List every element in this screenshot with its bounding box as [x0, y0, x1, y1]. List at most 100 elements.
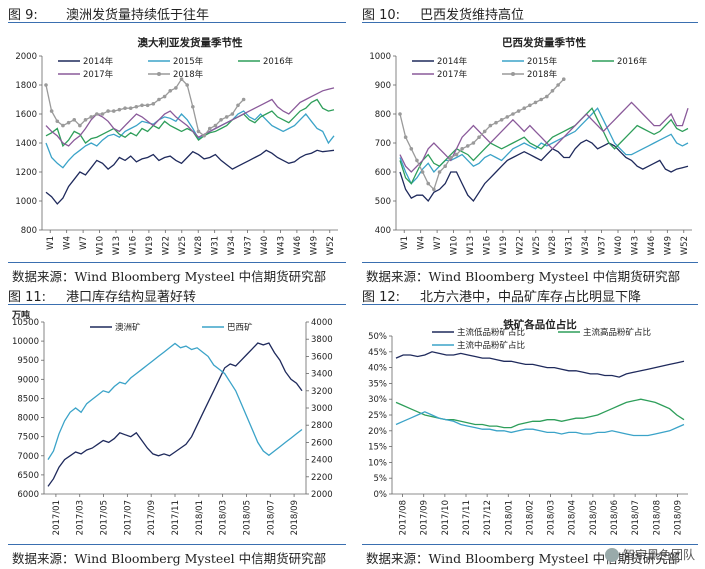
figure-10-rule — [362, 22, 698, 23]
legend-label: 2016年 — [263, 56, 294, 67]
x-tick-label: W46 — [647, 236, 657, 255]
y-tick-label: 900 — [375, 81, 391, 91]
source-11-rule — [8, 544, 346, 545]
x-tick-label: W10 — [450, 236, 460, 255]
x-tick-label: W34 — [227, 236, 237, 255]
x-tick-label: 2018/03 — [547, 500, 557, 535]
figure-9-caption: 图 9: 澳洲发货量持续低于往年 — [8, 4, 209, 23]
source-11: 数据来源：Wind Bloomberg Mysteel 中信期货研究部 — [12, 551, 327, 566]
chart-grade-share: 铁矿各品位占比 0% 5% 10% 15% 20% 25% 30% 35% 40% 45% 50% 20… — [368, 318, 688, 535]
source-12-rule — [362, 544, 698, 545]
series-point — [426, 181, 431, 186]
series-point — [398, 112, 402, 116]
series-point — [545, 94, 549, 99]
x-tick-label: 2017/10 — [441, 500, 451, 535]
series-line — [45, 87, 335, 147]
figure-11-title: 港口库存结构显著好转 — [66, 290, 197, 305]
x-tick-label: W49 — [663, 236, 673, 255]
figure-12-rule — [362, 304, 698, 305]
legend-label: 2015年 — [527, 56, 558, 67]
legend-label: 巴西矿 — [227, 322, 253, 333]
series-point — [420, 170, 425, 174]
x-tick-label: W31 — [211, 236, 221, 255]
series-point — [78, 123, 82, 128]
x-tick-label: 2018/05 — [589, 500, 599, 535]
x-tick-label: W40 — [614, 236, 624, 255]
series-point — [83, 118, 88, 122]
x-tick-label: W1 — [400, 236, 410, 250]
x-tick-label: W46 — [293, 236, 303, 255]
figure-10-caption: 图 10: 巴西发货维持高位 — [362, 4, 524, 23]
series-point — [539, 97, 543, 102]
y2-tick-label: 3600 — [311, 352, 333, 362]
y-tick-label: 2000 — [15, 52, 37, 62]
series-point — [44, 83, 48, 87]
series-point — [157, 97, 161, 102]
series-point — [516, 109, 521, 113]
legend-label: 主流高品粉矿占比 — [583, 327, 651, 338]
series-point — [522, 106, 527, 110]
x-tick-label: 2017/03 — [76, 500, 86, 535]
figure-9-number: 图 9: — [8, 8, 38, 23]
series-point — [561, 77, 566, 81]
x-tick-label: W1 — [46, 236, 56, 250]
series-point — [49, 109, 54, 113]
legend-marker — [511, 72, 515, 76]
source-10-rule — [362, 262, 698, 263]
x-tick-label: 2017/09 — [147, 500, 157, 535]
y-tick-label: 35% — [368, 379, 387, 389]
x-tick-label: 2018/02 — [525, 500, 535, 535]
y-tick-label: 0% — [374, 490, 388, 500]
legend-label: 2018年 — [173, 69, 204, 80]
legend-marker — [157, 72, 161, 76]
x-tick-label: W37 — [598, 236, 608, 255]
chart-title: 巴西发货量季节性 — [502, 36, 586, 49]
legend-label: 2014年 — [83, 56, 114, 67]
y2-tick-label: 2800 — [311, 421, 333, 431]
series-line — [45, 78, 245, 137]
y2-tick-label: 3000 — [311, 404, 333, 414]
chart-port-inventory: 万吨 6000 6500 7000 7500 8000 8500 9000 9500 10000 1… — [11, 309, 333, 535]
y-tick-label: 9500 — [17, 356, 39, 366]
y-tick-label: 800 — [375, 110, 391, 120]
x-tick-label: 2018/08 — [652, 500, 662, 535]
y-tick-label: 1000 — [15, 197, 37, 207]
y-tick-label: 7500 — [17, 433, 39, 443]
y-unit-label: 万吨 — [11, 309, 30, 321]
series-point — [477, 135, 481, 139]
x-tick-label: 2018/06 — [610, 500, 620, 535]
series-line — [399, 107, 689, 185]
x-tick-label: 2017/11 — [462, 500, 472, 535]
x-tick-label: W16 — [128, 236, 138, 255]
series-point — [55, 119, 60, 124]
series-point — [117, 107, 122, 112]
series-point — [95, 112, 99, 116]
y-tick-label: 7000 — [17, 452, 39, 462]
x-tick-label: W25 — [532, 236, 542, 255]
x-tick-label: W25 — [178, 236, 188, 255]
y2-tick-label: 2000 — [311, 490, 333, 500]
y-tick-label: 10500 — [12, 318, 39, 328]
y-tick-label: 500 — [375, 197, 391, 207]
wechat-icon — [604, 547, 619, 562]
x-tick-label: W43 — [630, 236, 640, 255]
source-9: 数据来源：Wind Bloomberg Mysteel 中信期货研究部 — [12, 269, 327, 284]
series-point — [443, 164, 447, 168]
x-tick-label: W10 — [96, 236, 106, 255]
legend-label: 2015年 — [173, 56, 204, 67]
series-line — [399, 139, 689, 203]
x-tick-label: W49 — [309, 236, 319, 255]
series-point — [196, 129, 201, 134]
y-tick-label: 1800 — [15, 81, 37, 91]
series-point — [145, 103, 150, 108]
series-point — [174, 86, 178, 90]
x-tick-label: W13 — [466, 236, 476, 255]
series-point — [61, 123, 65, 128]
series-point — [528, 103, 532, 108]
series-point — [72, 118, 77, 122]
x-tick-label: W28 — [548, 236, 558, 255]
series-point — [488, 123, 493, 128]
y-tick-label: 40% — [368, 364, 387, 374]
series-point — [151, 102, 156, 106]
x-tick-label: W37 — [244, 236, 254, 255]
